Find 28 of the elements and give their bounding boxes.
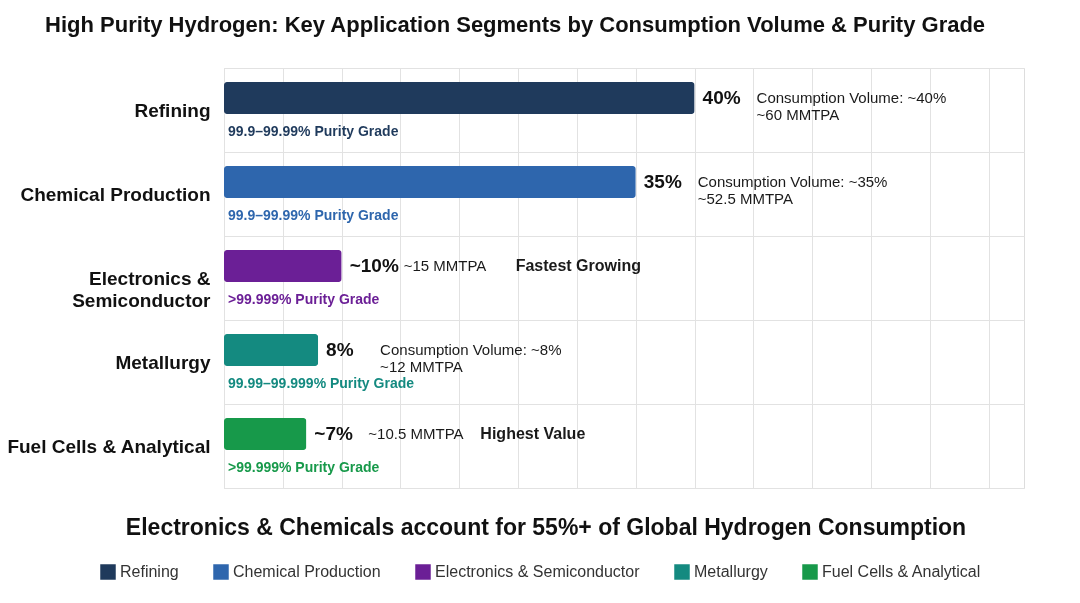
y-tick-label: Refining [134,99,211,121]
data-label: ~7% [314,423,354,444]
data-label: ~10% [349,255,399,276]
data-label: 8% [326,339,354,360]
legend-label: Electronics & Semiconductor [435,563,641,580]
y-tick-label: Metallurgy [115,351,211,373]
text: Consumption Volume: ~35% ~52.5 MMTPA [697,173,888,207]
legend-label: Metallurgy [694,563,768,580]
data-label: 40% [702,87,741,108]
annotation: >99.999% Purity Grade [228,291,380,307]
legend-label: Chemical Production [233,563,381,580]
y-tick-label: Electronics & Semiconductor [72,267,212,311]
annotation: 99.9–99.99% Purity Grade [228,207,399,223]
annotation: >99.999% Purity Grade [228,459,380,475]
annotation: Fastest Growing [515,257,642,274]
legend-label: Fuel Cells & Analytical [822,563,981,580]
annotation: 99.99–99.999% Purity Grade [228,375,415,391]
annotation: Highest Value [480,425,586,442]
annotation: ~10.5 MMTPA [368,425,464,442]
y-tick-label: Fuel Cells & Analytical [7,435,211,457]
y-tick-label: Chemical Production [20,183,211,205]
annotation: Consumption Volume: ~8% ~12 MMTPA [380,341,562,375]
text: Electronics & Chemicals account for 55%+ of Global Hydrogen Consumption [125,514,967,540]
annotation: 99.9–99.99% Purity Grade [228,123,399,139]
annotation: ~15 MMTPA [403,257,487,274]
text: Consumption Volume: ~40% ~60 MMTPA [756,89,947,123]
chart-title: High Purity Hydrogen: Key Application Segments by Consumption Volume & Purity Grade [45,12,986,37]
data-label: 35% [643,171,682,192]
